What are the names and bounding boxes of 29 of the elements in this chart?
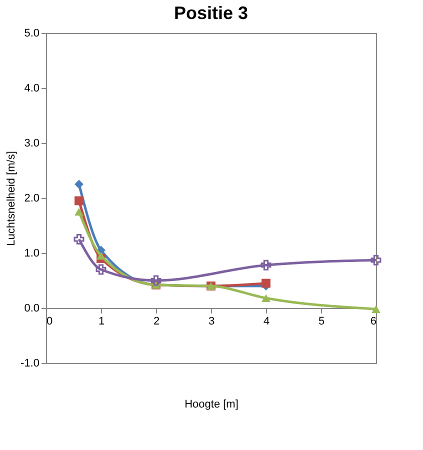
point [74, 180, 84, 189]
point [370, 254, 382, 266]
chart-title: Positie 3 [174, 3, 248, 23]
point [262, 278, 270, 288]
y-tick-label: 4.0 [24, 82, 40, 94]
x-axis-title: Hoogte [m] [184, 398, 238, 410]
point [372, 305, 380, 313]
point [260, 260, 272, 270]
y-tick-label: 2.0 [24, 192, 40, 204]
x-tick-label: 5 [318, 316, 325, 328]
point [74, 234, 84, 244]
y-tick-label: -1.0 [20, 358, 40, 370]
y-tick-label: 0.0 [24, 302, 40, 314]
point [150, 275, 162, 286]
x-tick-label: 6 [370, 316, 376, 328]
y-tick-label: 5.0 [24, 28, 40, 40]
y-axis-title: Luchtsnelheid [m/s] [6, 151, 18, 246]
x-tick-label: 4 [263, 316, 270, 328]
x-tick-label: 2 [153, 316, 160, 328]
point [262, 294, 270, 302]
point [96, 252, 106, 260]
y-tick-label: 3.0 [24, 138, 40, 150]
x-tick-label: 0 [46, 316, 53, 328]
x-tick-label: 3 [208, 316, 215, 328]
point [74, 196, 84, 206]
x-tick-label: 1 [98, 316, 105, 328]
point [96, 264, 106, 275]
point [74, 208, 84, 216]
y-tick-label: 1.0 [24, 248, 40, 260]
